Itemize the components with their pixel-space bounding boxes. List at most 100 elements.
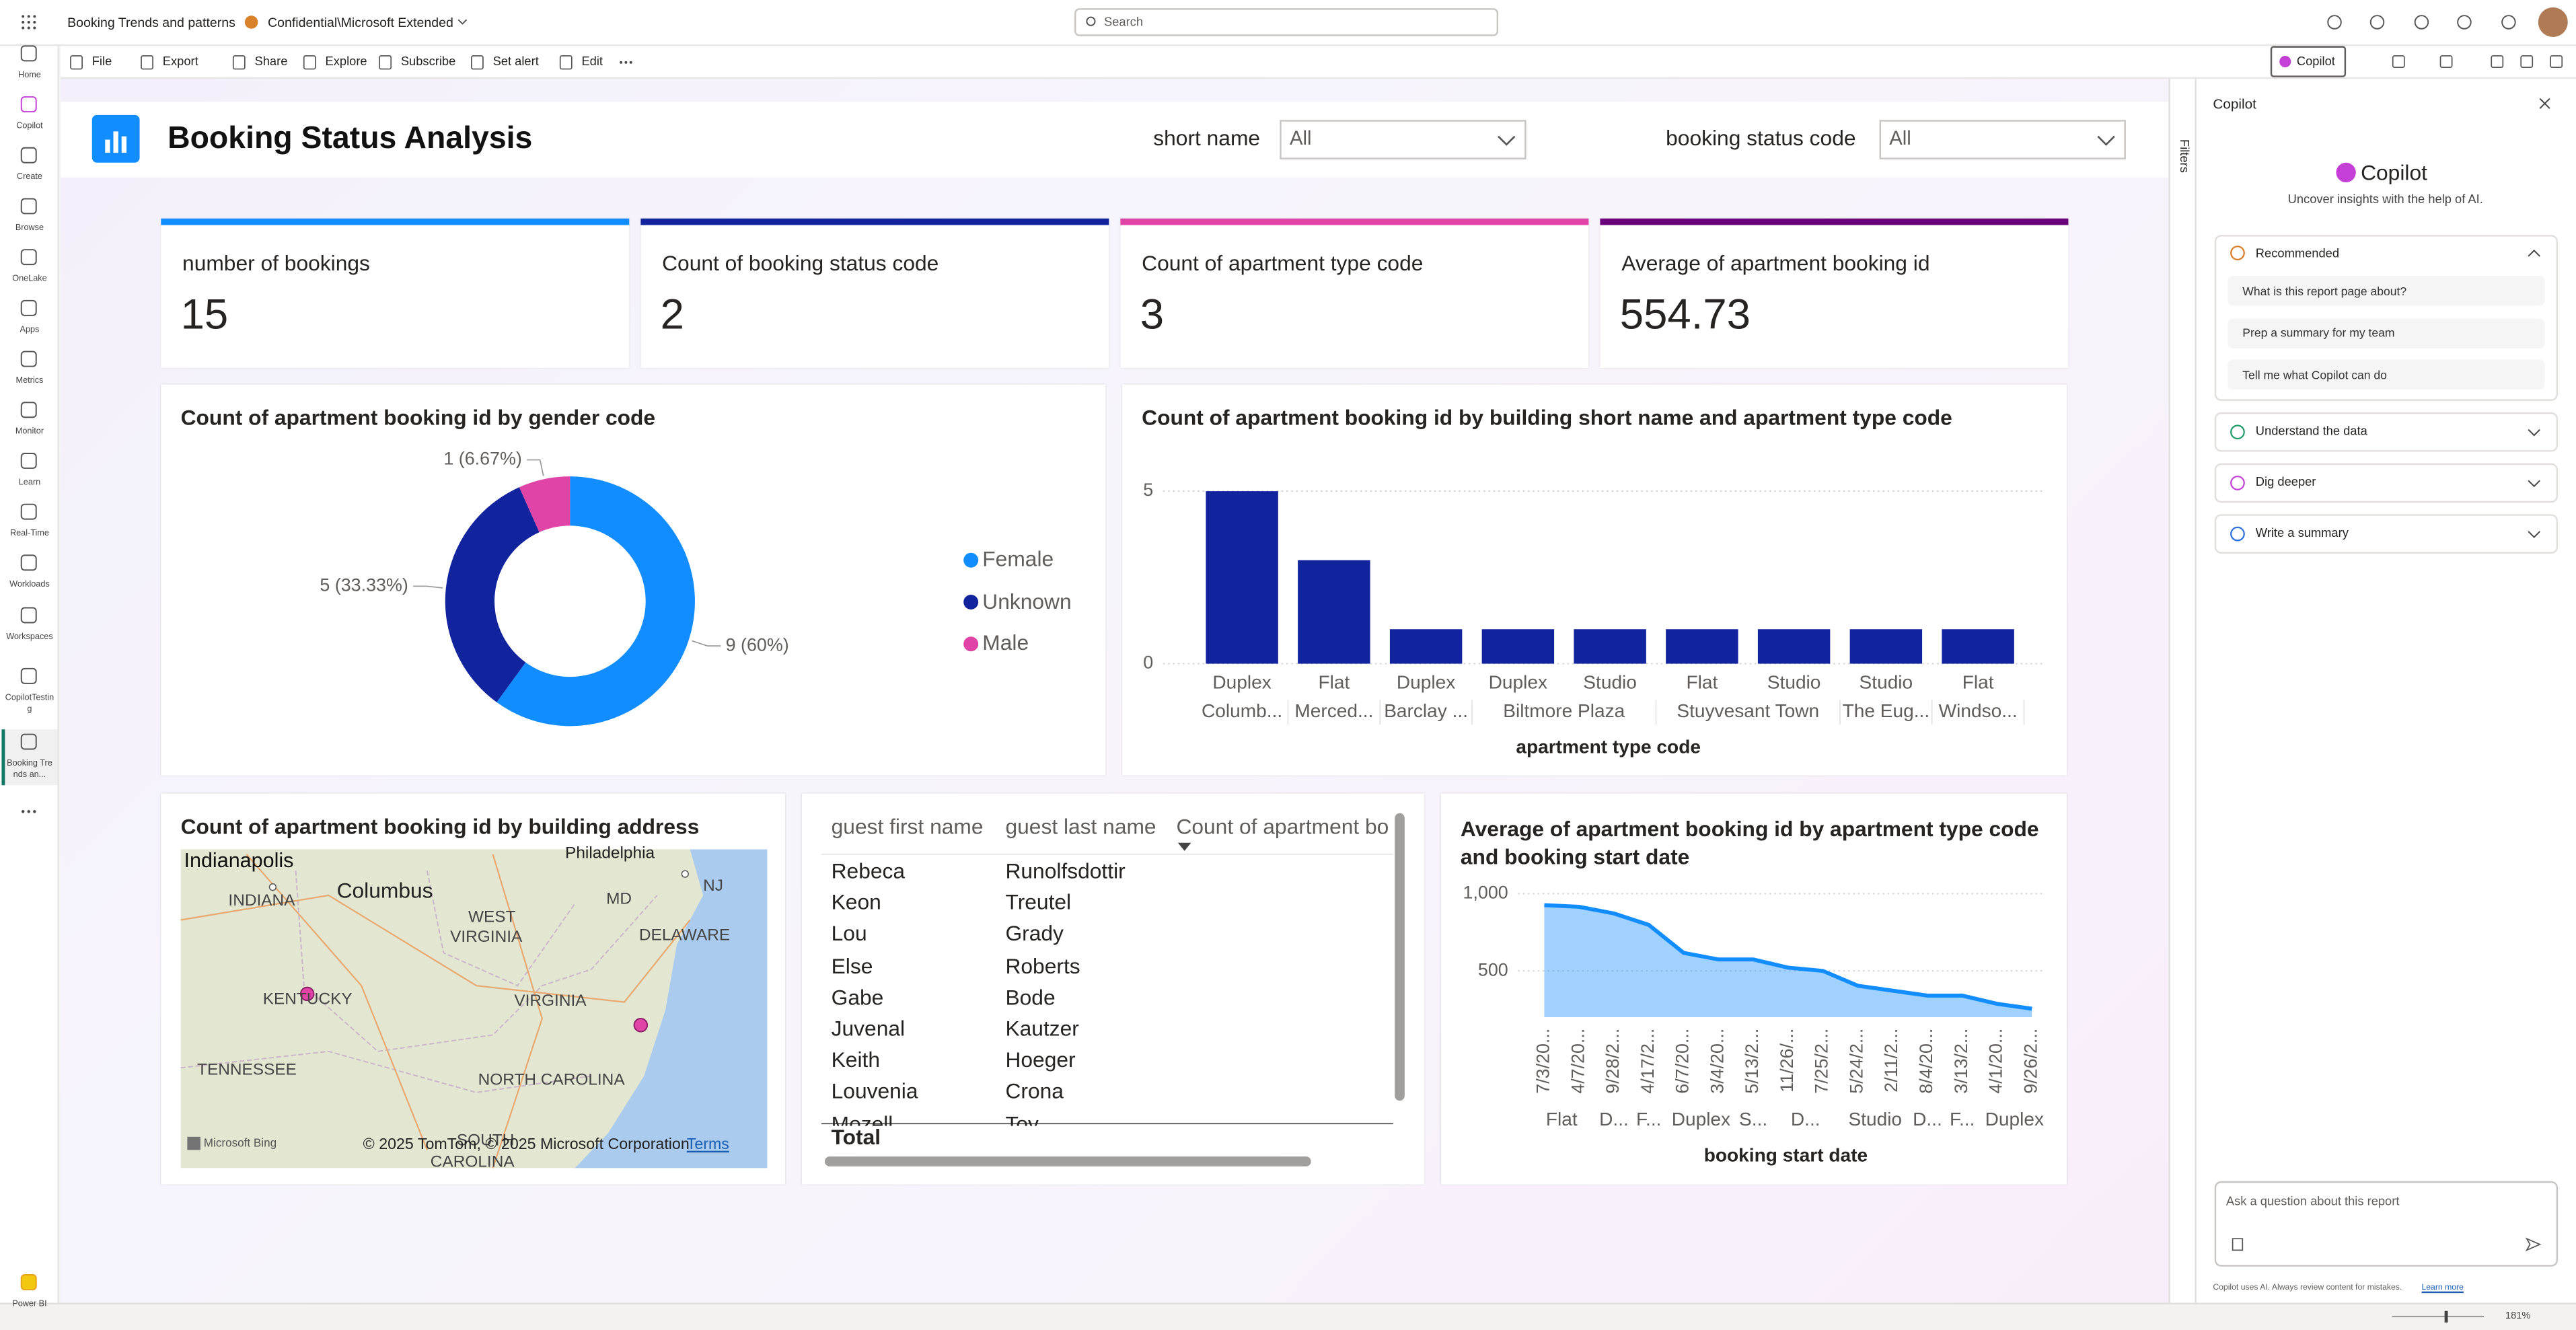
toolbar-right-icon: [2520, 55, 2534, 68]
search-box[interactable]: [1074, 8, 1499, 36]
nav-icon: [20, 503, 37, 520]
map-road: [246, 854, 428, 1150]
copilot-button[interactable]: [2270, 46, 2347, 77]
total-bg: [821, 1125, 1393, 1152]
x-group-label: Biltmore Plaza: [1503, 700, 1625, 721]
bing-logo: [187, 1136, 200, 1150]
report-icon-bar: [113, 131, 118, 153]
nav-icon: [20, 1273, 37, 1290]
x-tick-label: 9/28/2...: [1603, 1029, 1623, 1094]
x-group-label: F...: [1950, 1109, 1975, 1130]
more-dot: [620, 61, 623, 64]
card: [640, 218, 1109, 368]
x-tick-label: Studio: [1860, 671, 1913, 692]
nav-icon: [20, 147, 37, 163]
x-tick-label: 7/25/2...: [1812, 1029, 1832, 1094]
header-icon: [2369, 15, 2385, 30]
leader-line: [413, 585, 443, 589]
nav-icon: [20, 45, 37, 62]
map-city: [681, 870, 689, 878]
report-icon-bar: [121, 136, 127, 153]
nav-icon: [20, 198, 37, 215]
nav-icon: [20, 350, 37, 367]
recommended-card: [2214, 235, 2559, 401]
filters-strip[interactable]: [2168, 79, 2197, 1303]
toolbar-icon: [232, 55, 246, 70]
nav-icon: [20, 453, 37, 469]
y-tick-label: 1,000: [1463, 883, 1508, 903]
zoom-thumb: [2444, 1310, 2448, 1323]
header-icon: [2457, 15, 2472, 30]
close-icon: [2539, 98, 2550, 109]
x-tick-label: Studio: [1767, 671, 1821, 692]
map-ocean: [575, 849, 768, 1169]
header-icon: [2327, 15, 2342, 30]
section-card[interactable]: [2214, 514, 2559, 554]
app-launcher-dot: [27, 21, 30, 24]
x-group-label: Flat: [1546, 1109, 1578, 1130]
toolbar-icon: [303, 55, 316, 70]
bar: [1849, 629, 1923, 664]
suggestion-chip[interactable]: [2228, 359, 2545, 390]
area-fill: [1544, 905, 2032, 1018]
nav-icon: [20, 402, 37, 418]
visual: [801, 793, 1425, 1185]
x-tick-label: Studio: [1583, 671, 1637, 692]
nav-selected: [1, 729, 58, 786]
header-icon: [2414, 15, 2429, 30]
x-group-label: Merced...: [1294, 700, 1373, 721]
toolbar-icon: [70, 55, 83, 70]
more-dot: [624, 61, 628, 64]
h-scrollbar[interactable]: [824, 1156, 1311, 1167]
x-tick-label: Duplex: [1212, 671, 1271, 692]
nav-icon: [20, 667, 37, 684]
chevron-down: [2528, 429, 2540, 437]
suggestion-chip[interactable]: [2228, 318, 2545, 348]
suggestion-chip[interactable]: [2228, 276, 2545, 306]
x-tick-label: 2/11/2...: [1881, 1029, 1901, 1093]
map-bubble: [299, 986, 315, 1002]
card: [161, 218, 630, 368]
x-tick-label: 11/26/...: [1777, 1029, 1797, 1093]
x-group-label: Columb...: [1202, 700, 1282, 721]
section-icon: [2230, 526, 2245, 542]
slicer-dropdown[interactable]: [1280, 120, 1526, 159]
toolbar-right-icon: [2392, 55, 2405, 68]
map-border: [180, 1050, 592, 1093]
chevron-down: [2528, 480, 2540, 488]
toolbar-right-icon: [2550, 55, 2563, 68]
toolbar-icon: [470, 55, 484, 70]
x-tick-label: 7/3/20...: [1533, 1029, 1553, 1094]
v-scrollbar[interactable]: [1395, 813, 1405, 1101]
visual: [161, 384, 1106, 776]
x-axis-title: booking start date: [1704, 1145, 1868, 1166]
toolbar-right-icon: [2491, 55, 2504, 68]
x-tick-label: 6/7/20...: [1672, 1029, 1693, 1094]
toolbar-icon: [379, 55, 392, 70]
sort-arrow: [1177, 842, 1191, 851]
section-card[interactable]: [2214, 412, 2559, 452]
bar: [1206, 491, 1278, 664]
x-group-label: Duplex: [1672, 1109, 1730, 1130]
data-label: 1 (6.67%): [443, 449, 521, 469]
slicer-dropdown[interactable]: [1879, 120, 2126, 159]
x-group-label: Windso...: [1939, 700, 2018, 721]
toolbar: [61, 46, 2576, 79]
x-group-label: F...: [1636, 1109, 1661, 1130]
section-icon: [2230, 476, 2245, 490]
avatar: [2538, 7, 2568, 37]
x-tick-label: 4/7/20...: [1568, 1029, 1588, 1094]
x-group-label: D...: [1913, 1109, 1942, 1130]
ask-box[interactable]: [2214, 1181, 2559, 1267]
app-launcher-dot: [22, 21, 25, 24]
map-border: [295, 871, 658, 1052]
y-tick-label: 0: [1143, 653, 1153, 673]
app-launcher-dot: [33, 26, 36, 30]
section-card[interactable]: [2214, 463, 2559, 503]
left-nav: [0, 46, 59, 1330]
more-dot: [629, 61, 632, 64]
toolbar-icon: [559, 55, 573, 70]
